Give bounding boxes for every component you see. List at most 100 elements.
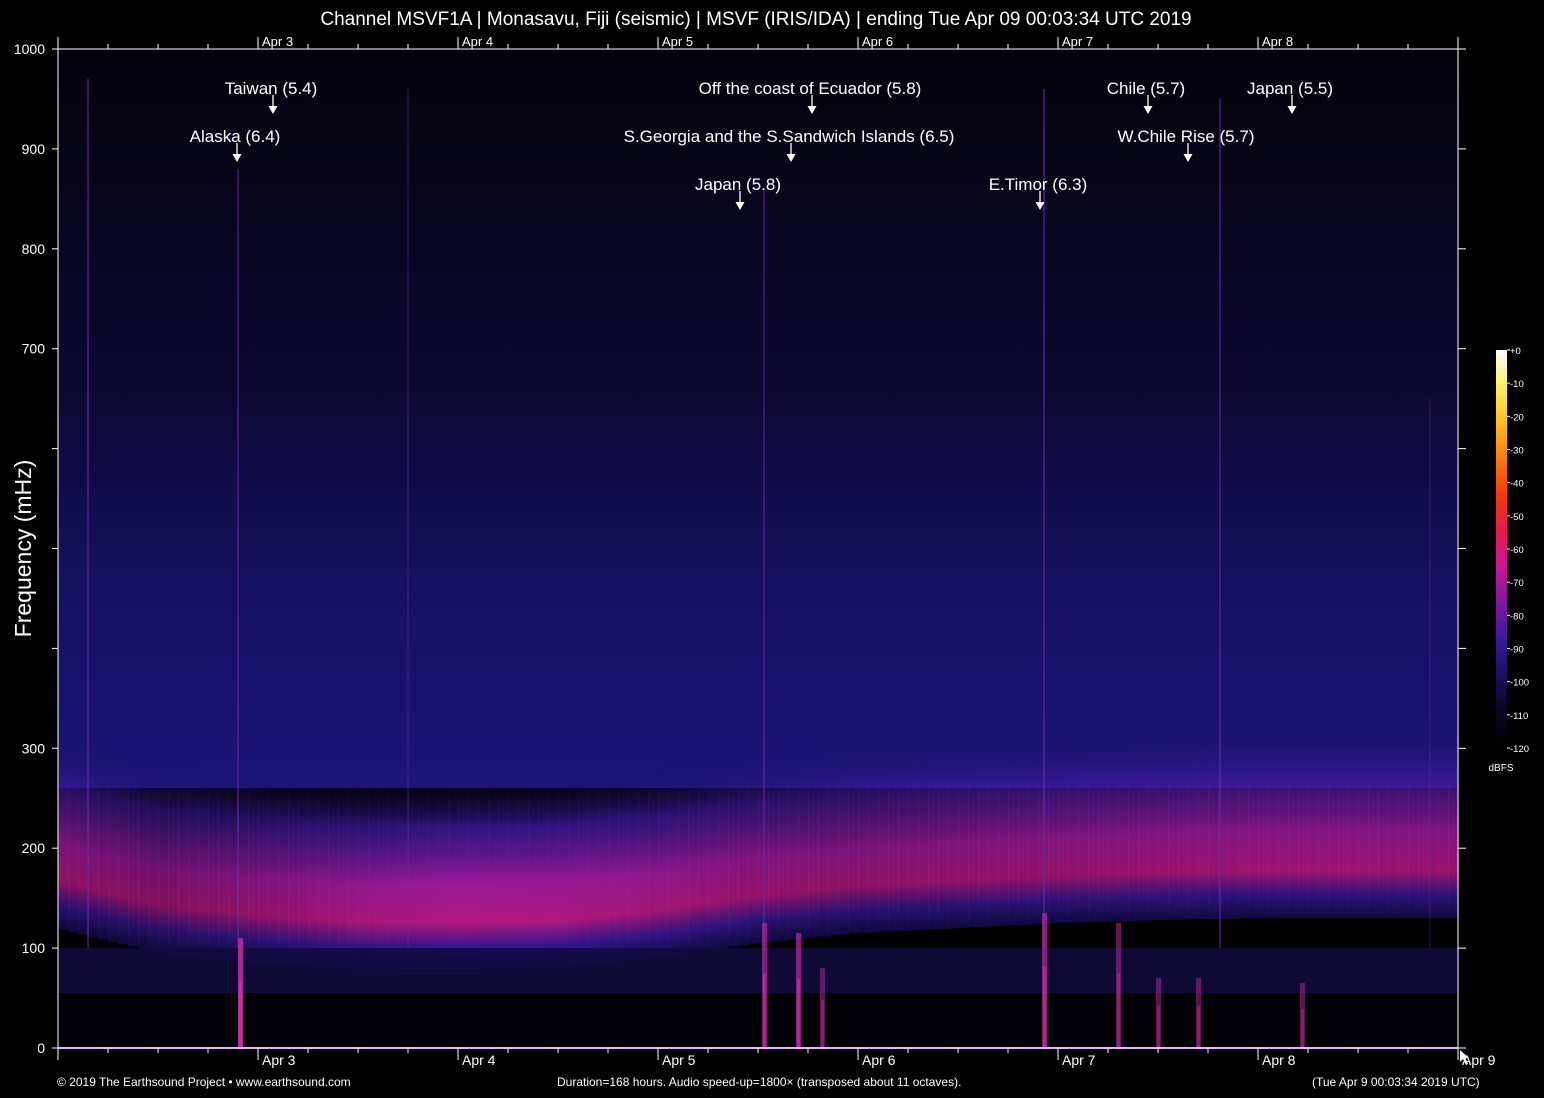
event-arrow-head [1287, 106, 1297, 114]
noise-band-slice [688, 763, 699, 953]
event-annotation: Taiwan (5.4) [225, 79, 317, 114]
event-burst-core [1157, 1006, 1160, 1048]
event-arrow-head [1183, 154, 1193, 162]
noise-band-slice [338, 779, 349, 970]
noise-band-slice [78, 744, 89, 935]
noise-band-slice [1248, 728, 1259, 919]
noise-band-slice [1138, 730, 1149, 921]
cursor-icon [1460, 1050, 1469, 1065]
event-arrow-head [268, 106, 278, 114]
y-tick-label: 0 [37, 1040, 45, 1056]
colorbar-unit: dBFS [1488, 763, 1513, 774]
event-burst [1116, 923, 1121, 1048]
noise-band-slice [1298, 728, 1309, 919]
noise-band-slice [478, 779, 489, 970]
y-tick-label: 100 [22, 940, 46, 956]
noise-band-slice [1258, 728, 1269, 919]
event-label: Chile (5.7) [1107, 79, 1185, 98]
noise-band-slice [498, 779, 509, 970]
event-burst [762, 923, 767, 1048]
colorbar-tick-label: -60 [1510, 545, 1524, 556]
noise-band-slice [428, 780, 439, 971]
x-tick-label-bottom: Apr 4 [462, 1052, 496, 1068]
event-label: E.Timor (6.3) [989, 175, 1088, 194]
colorbar-tick-label: -110 [1510, 711, 1528, 722]
noise-band-slice [588, 774, 599, 965]
noise-band-slice [1068, 732, 1079, 923]
event-annotation: S.Georgia and the S.Sandwich Islands (6.… [624, 127, 955, 162]
noise-band-slice [118, 754, 129, 945]
noise-band-slice [708, 760, 719, 950]
noise-band-slice [468, 779, 479, 970]
event-arrow-head [1143, 106, 1153, 114]
x-tick-label-bottom: Apr 5 [662, 1052, 696, 1068]
noise-band-slice [998, 736, 1009, 926]
footer-copyright: © 2019 The Earthsound Project • www.eart… [57, 1075, 351, 1089]
event-annotation: E.Timor (6.3) [989, 175, 1088, 210]
noise-band-slice [188, 766, 199, 957]
noise-band-slice [158, 763, 169, 954]
event-burst-core [239, 982, 242, 1048]
x-tick-label-bottom: Apr 9 [1462, 1052, 1496, 1068]
x-tick-label-bottom: Apr 8 [1262, 1052, 1296, 1068]
y-tick-label: 700 [22, 341, 46, 357]
event-label: Off the coast of Ecuador (5.8) [699, 79, 922, 98]
noise-band-slice [438, 780, 449, 971]
noise-band-slice [568, 776, 579, 967]
event-annotation: Off the coast of Ecuador (5.8) [699, 79, 922, 114]
noise-band-slice [958, 738, 969, 928]
noise-band-slice [1118, 731, 1129, 922]
noise-band-slice [208, 768, 219, 959]
noise-band-slice [868, 742, 879, 933]
noise-band-slice [788, 749, 799, 940]
footer-duration-note: Duration=168 hours. Audio speed-up=1800×… [557, 1075, 962, 1089]
event-arrow-head [807, 106, 817, 114]
noise-band-slice [1198, 729, 1209, 920]
noise-band-slice [978, 737, 989, 927]
x-tick-label-top: Apr 5 [662, 34, 693, 49]
y-axis-label: Frequency (mHz) [10, 460, 36, 638]
event-label: S.Georgia and the S.Sandwich Islands (6.… [624, 127, 955, 146]
noise-band-slice [388, 780, 399, 971]
noise-band-slice [558, 777, 569, 968]
noise-band-slice [508, 779, 519, 969]
event-streak [237, 168, 239, 949]
y-tick-label: 200 [22, 840, 46, 856]
noise-band-slice [748, 754, 759, 944]
noise-band-slice [108, 752, 119, 942]
noise-band-slice [348, 779, 359, 970]
noise-band-slice [1158, 730, 1169, 921]
noise-band-slice [1318, 728, 1329, 919]
event-burst-core [763, 973, 766, 1048]
event-arrow-head [735, 202, 745, 210]
event-streak [407, 88, 409, 949]
event-burst [1196, 978, 1201, 1048]
event-burst-core [1043, 967, 1046, 1048]
noise-band-slice [98, 749, 109, 940]
x-tick-label-bottom: Apr 7 [1062, 1052, 1096, 1068]
noise-band-slice [1338, 728, 1349, 919]
event-burst-core [821, 1000, 824, 1048]
noise-band-slice [488, 779, 499, 970]
colorbar-tick-label: -120 [1510, 744, 1529, 755]
colorbar-tick-label: +0 [1510, 346, 1521, 357]
event-arrow-head [232, 154, 242, 162]
noise-band-slice [928, 739, 939, 930]
event-annotations: Taiwan (5.4) Off the coast of Ecuador (5.… [190, 79, 1333, 210]
noise-band-slice [628, 770, 639, 961]
noise-band-slice [538, 778, 549, 969]
event-burst-core [1197, 1006, 1200, 1048]
noise-band-slice [198, 767, 209, 958]
x-tick-label-top: Apr 3 [262, 34, 293, 49]
event-streak [1043, 88, 1045, 949]
colorbar: +0 -10 -20 -30 -40 -50 -60 -70 -80 -90 -100 -110 -12… [1488, 346, 1529, 774]
noise-band-slice [528, 778, 539, 969]
noise-band-slice [668, 766, 679, 956]
noise-band-slice [1108, 731, 1119, 922]
noise-band-slice [168, 764, 179, 955]
event-arrow-head [1035, 202, 1045, 210]
noise-band-slice [758, 752, 769, 943]
noise-band-slice [278, 775, 289, 965]
noise-band-slice [598, 773, 609, 964]
